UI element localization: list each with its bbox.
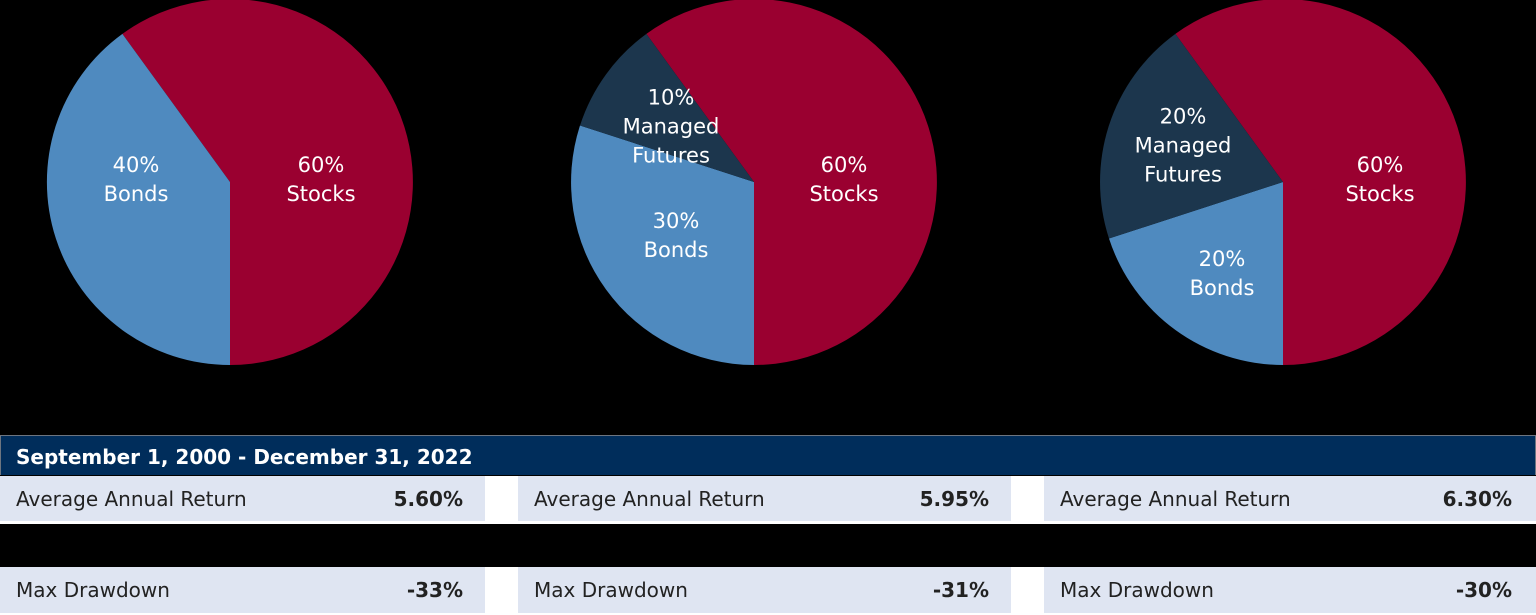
label-bonds: 30% Bonds <box>643 209 709 262</box>
label-stocks: 60% Stocks <box>286 153 356 206</box>
row-separator <box>0 524 1536 567</box>
metric-label: Average Annual Return <box>534 487 765 511</box>
metric-label: Average Annual Return <box>16 487 247 511</box>
label-managed-futures: 10% Managed Futures <box>622 85 720 168</box>
pie-chart-60-30-10: 10% Managed Futures 30% Bonds 60% Stocks <box>569 0 939 370</box>
slice-managed-futures <box>1100 33 1283 239</box>
slice-stocks <box>1175 0 1466 365</box>
metric-label: Max Drawdown <box>534 578 688 602</box>
label-stocks: 60% Stocks <box>809 153 879 206</box>
metric-value: -30% <box>1455 578 1512 602</box>
label-managed-futures: 20% Managed Futures <box>1134 104 1232 187</box>
metric-value: 5.60% <box>393 487 463 511</box>
slice-managed-futures <box>580 33 754 182</box>
slice-stocks <box>646 0 937 365</box>
metric-label: Max Drawdown <box>1060 578 1214 602</box>
label-bonds: 20% Bonds <box>1189 247 1255 300</box>
table-cell: Max Drawdown -33% <box>0 567 485 613</box>
table-cell: Average Annual Return 5.60% <box>0 476 485 521</box>
label-bonds: 40% Bonds <box>103 153 169 206</box>
metric-value: -31% <box>932 578 989 602</box>
table-cell: Max Drawdown -30% <box>1044 567 1536 613</box>
slice-bonds <box>571 125 754 365</box>
table-cell: Average Annual Return 6.30% <box>1044 476 1536 521</box>
table-cell: Average Annual Return 5.95% <box>518 476 1011 521</box>
pie-svg <box>1100 0 1466 365</box>
table-row-max-drawdown: Max Drawdown -33% Max Drawdown -31% Max … <box>0 567 1536 615</box>
pie-svg <box>46 0 413 366</box>
pie-svg <box>571 0 937 365</box>
metric-label: Max Drawdown <box>16 578 170 602</box>
label-stocks: 60% Stocks <box>1345 153 1415 206</box>
pie-charts: 40% Bonds 60% Stocks 10% Managed Futures… <box>45 0 1468 370</box>
table-row-average-annual-return: Average Annual Return 5.60% Average Annu… <box>0 476 1536 524</box>
metric-value: 5.95% <box>919 487 989 511</box>
metric-label: Average Annual Return <box>1060 487 1291 511</box>
table-cell: Max Drawdown -31% <box>518 567 1011 613</box>
slice-bonds <box>46 33 230 366</box>
metric-value: -33% <box>406 578 463 602</box>
slice-stocks <box>122 0 413 365</box>
metric-value: 6.30% <box>1442 487 1512 511</box>
pie-chart-60-20-20: 20% Managed Futures 20% Bonds 60% Stocks <box>1098 0 1468 370</box>
pie-chart-60-40: 40% Bonds 60% Stocks <box>45 0 415 370</box>
slice-bonds <box>1109 182 1283 365</box>
table-header-period: September 1, 2000 - December 31, 2022 <box>0 435 1536 475</box>
